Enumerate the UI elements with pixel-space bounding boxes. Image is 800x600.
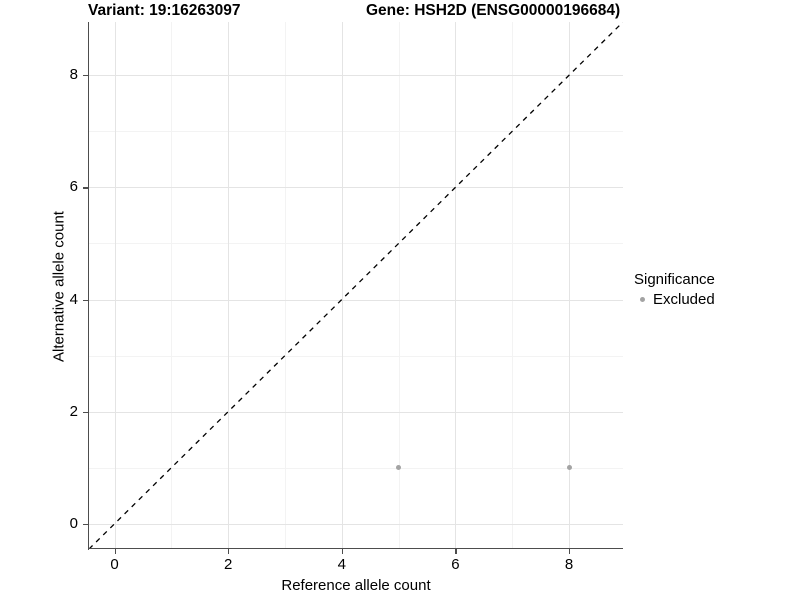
gridline-major-vertical <box>228 22 230 549</box>
reference-line-y-equals-x <box>89 22 623 549</box>
x-axis-line <box>88 548 623 550</box>
gridline-minor-vertical <box>512 22 514 549</box>
gridline-major-horizontal <box>89 187 623 189</box>
y-axis-tick-label: 6 <box>69 178 78 196</box>
x-axis-tick <box>228 549 230 554</box>
x-axis-tick-label: 8 <box>564 556 574 573</box>
data-point <box>396 465 402 471</box>
y-axis-tick <box>83 299 88 301</box>
y-axis-tick-label: 0 <box>69 514 78 532</box>
gridline-minor-horizontal <box>89 131 623 133</box>
legend-entries: Excluded <box>634 291 794 308</box>
x-axis-tick <box>114 549 116 554</box>
gridline-minor-vertical <box>284 22 286 549</box>
x-axis-tick-label: 2 <box>224 556 233 573</box>
y-axis-tick <box>83 411 88 413</box>
gridline-major-vertical <box>341 22 343 549</box>
abline-segment <box>89 22 623 549</box>
gridline-major-horizontal <box>89 75 623 77</box>
x-axis-label: Reference allele count <box>281 577 431 594</box>
y-axis-tick <box>83 523 88 525</box>
page-title-variant: Variant: 19:16263097 <box>88 2 241 19</box>
legend-item-label: Excluded <box>653 291 715 308</box>
gridline-minor-horizontal <box>89 243 623 245</box>
gridline-major-horizontal <box>89 299 623 301</box>
y-axis-line <box>88 22 90 550</box>
page-title-gene: Gene: HSH2D (ENSG00000196684) <box>366 2 621 19</box>
x-axis-tick <box>455 549 457 554</box>
gridline-major-horizontal <box>89 523 623 525</box>
legend-title: Significance <box>634 271 715 288</box>
gridline-minor-vertical <box>171 22 173 549</box>
x-axis-tick-label: 6 <box>451 556 460 573</box>
y-axis-tick-label: 8 <box>69 66 78 84</box>
x-axis-tick <box>341 549 343 554</box>
plot-title-row: Variant: 19:16263097 Gene: HSH2D (ENSG00… <box>0 2 800 22</box>
gridline-minor-horizontal <box>89 355 623 357</box>
x-axis-tick-label: 0 <box>110 556 119 573</box>
gridline-minor-horizontal <box>89 467 623 469</box>
x-axis-tick-label: 4 <box>337 556 346 573</box>
legend-item-excluded[interactable]: Excluded <box>634 291 794 308</box>
gridline-major-horizontal <box>89 411 623 413</box>
y-axis-tick <box>83 75 88 77</box>
y-axis-label: Alternative allele count <box>50 211 68 362</box>
gridline-major-vertical <box>455 22 457 549</box>
legend-marker-circle-icon <box>634 291 651 308</box>
data-point <box>566 465 572 471</box>
x-axis-tick <box>569 549 571 554</box>
gridline-major-vertical <box>114 22 116 549</box>
plot-panel <box>89 22 623 549</box>
y-axis-tick-label: 2 <box>69 402 78 420</box>
y-axis-tick <box>83 187 88 189</box>
y-axis-tick-label: 4 <box>69 290 78 308</box>
legend: Significance Excluded <box>634 271 794 308</box>
